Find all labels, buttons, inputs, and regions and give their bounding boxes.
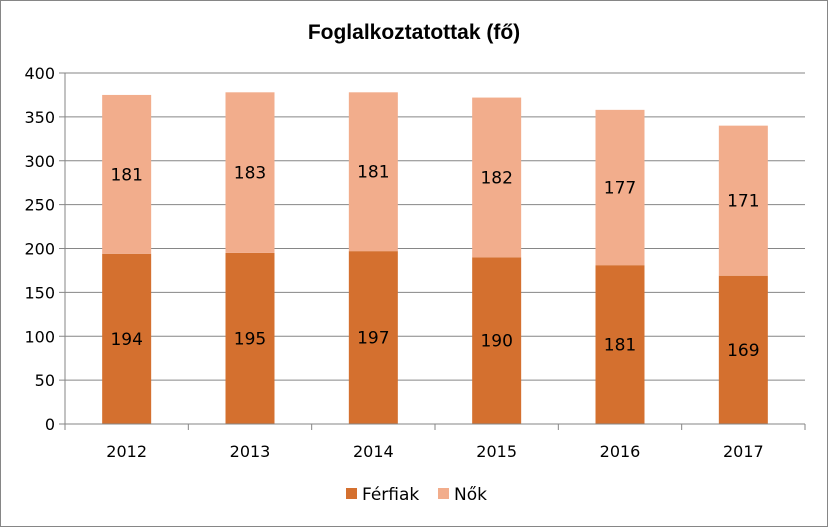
data-label: 182 bbox=[480, 168, 512, 188]
data-label: 197 bbox=[357, 329, 389, 349]
data-label: 183 bbox=[234, 164, 266, 184]
y-tick-label: 100 bbox=[24, 327, 55, 346]
bar-ferfiak-2017 bbox=[718, 275, 768, 424]
y-tick-label: 200 bbox=[24, 240, 55, 259]
data-label: 177 bbox=[604, 179, 636, 199]
x-tick-label: 2013 bbox=[230, 442, 271, 461]
x-tick-label: 2017 bbox=[723, 442, 764, 461]
y-tick-label: 350 bbox=[24, 108, 55, 127]
y-axis-ticks: 0 50 100 150 200 250 300 350 400 bbox=[24, 64, 66, 434]
data-label: 169 bbox=[727, 341, 759, 361]
y-tick-label: 250 bbox=[24, 196, 55, 215]
bar-ferfiak-2013 bbox=[225, 252, 275, 424]
data-label: 181 bbox=[110, 165, 142, 185]
bar-nok-2017 bbox=[718, 125, 768, 276]
bars: 194 181 195 183 197 181 190 182 181 177 169 171 bbox=[102, 92, 768, 424]
bar-nok-2012 bbox=[102, 94, 152, 254]
bar-nok-2015 bbox=[472, 97, 522, 258]
legend-swatch bbox=[346, 488, 357, 499]
x-tick-label: 2015 bbox=[476, 442, 517, 461]
y-tick-label: 0 bbox=[45, 415, 55, 434]
x-tick-label: 2012 bbox=[106, 442, 147, 461]
legend: Férfiak Nők bbox=[346, 485, 487, 505]
data-label: 181 bbox=[604, 336, 636, 356]
bar-ferfiak-2015 bbox=[472, 257, 522, 424]
x-axis: 2012 2013 2014 2015 2016 2017 bbox=[64, 423, 806, 461]
chart-title: Foglalkoztatottak (fő) bbox=[308, 21, 520, 44]
data-label: 194 bbox=[110, 330, 142, 350]
data-label: 190 bbox=[480, 332, 512, 352]
data-label: 181 bbox=[357, 163, 389, 183]
data-label: 171 bbox=[727, 192, 759, 212]
y-tick-label: 50 bbox=[35, 371, 55, 390]
y-tick-label: 400 bbox=[24, 64, 55, 83]
data-label: 195 bbox=[234, 329, 266, 349]
legend-label: Nők bbox=[454, 485, 487, 505]
gridlines bbox=[65, 72, 805, 381]
bar-nok-2014 bbox=[348, 92, 398, 252]
legend-swatch bbox=[438, 488, 449, 499]
bar-ferfiak-2016 bbox=[595, 265, 645, 424]
x-tick-label: 2014 bbox=[353, 442, 394, 461]
bar-nok-2013 bbox=[225, 92, 275, 253]
legend-label: Férfiak bbox=[362, 485, 419, 505]
x-tick-label: 2016 bbox=[600, 442, 641, 461]
y-tick-label: 150 bbox=[24, 283, 55, 302]
bar-ferfiak-2012 bbox=[102, 253, 152, 424]
bar-nok-2016 bbox=[595, 109, 645, 266]
y-tick-label: 300 bbox=[24, 152, 55, 171]
bar-ferfiak-2014 bbox=[348, 251, 398, 424]
